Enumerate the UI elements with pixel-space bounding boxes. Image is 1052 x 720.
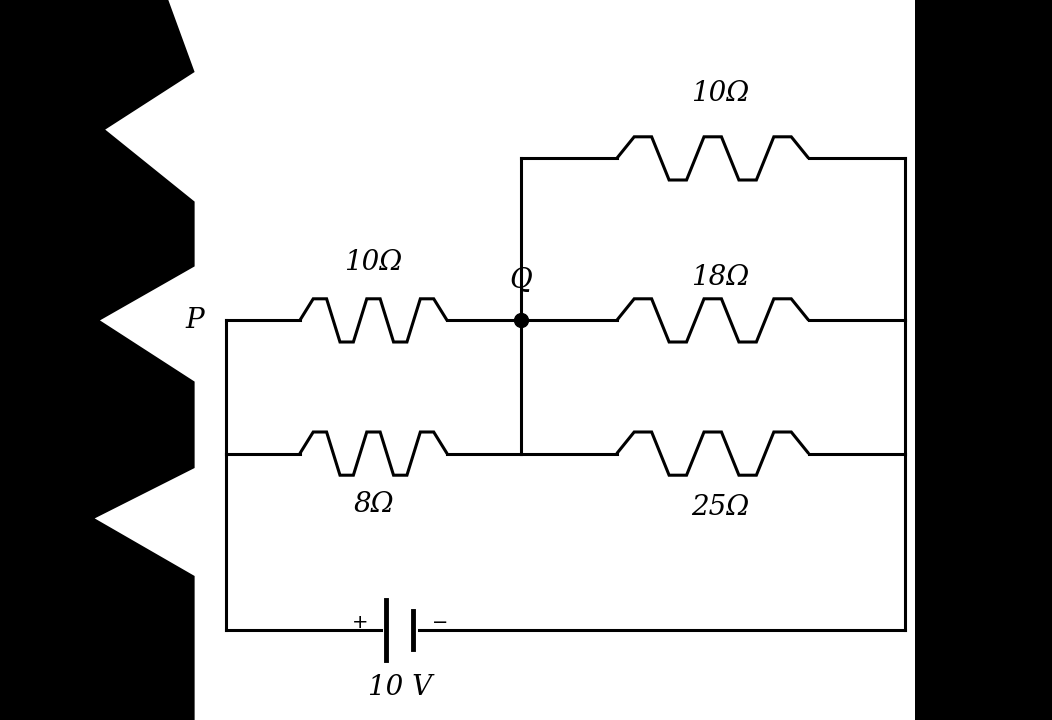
Text: −: −: [431, 613, 448, 632]
Text: 8Ω: 8Ω: [353, 490, 393, 518]
Text: Q: Q: [509, 267, 532, 294]
Polygon shape: [0, 0, 195, 720]
Polygon shape: [915, 0, 1052, 720]
Text: 10Ω: 10Ω: [344, 249, 403, 276]
Text: 10 V: 10 V: [368, 674, 431, 701]
Text: R: R: [931, 307, 952, 334]
Text: 18Ω: 18Ω: [691, 264, 750, 291]
Text: 25Ω: 25Ω: [691, 494, 750, 521]
Text: +: +: [351, 613, 368, 632]
Text: P: P: [185, 307, 204, 334]
Text: 10Ω: 10Ω: [691, 80, 750, 107]
